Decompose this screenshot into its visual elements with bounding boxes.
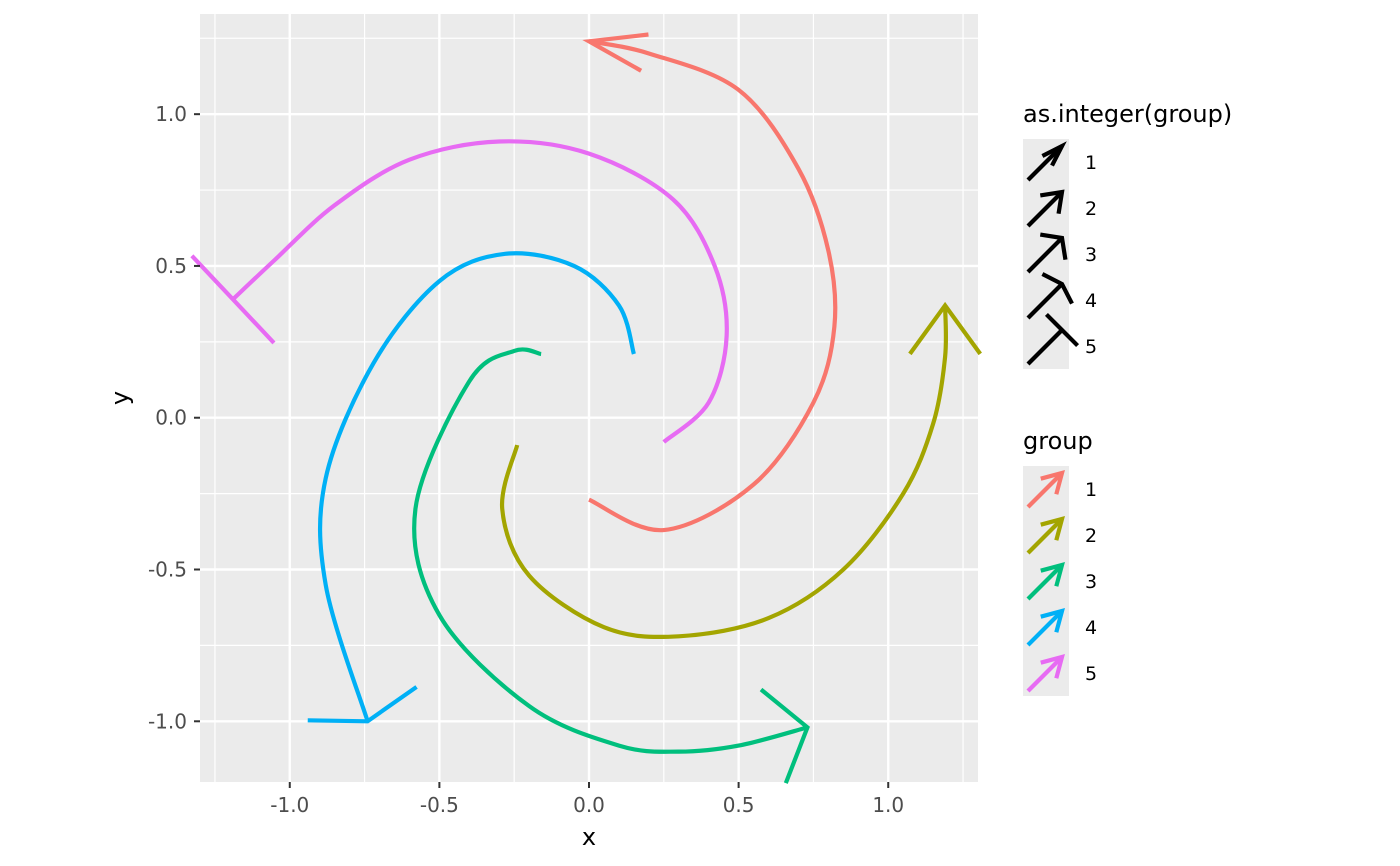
series-5-curve bbox=[231, 139, 729, 444]
legend-label: 2 bbox=[1085, 525, 1097, 547]
series-2-arrowhead bbox=[908, 301, 982, 356]
y-axis-title: y bbox=[106, 391, 134, 405]
legend-key-line bbox=[1026, 190, 1064, 228]
legend-label: 1 bbox=[1085, 152, 1097, 174]
legend-key-arrowhead bbox=[1041, 141, 1067, 167]
legend-entry-3: 3 bbox=[1026, 562, 1097, 601]
legend-key-line bbox=[1026, 609, 1064, 647]
y-tick-label: 0.5 bbox=[155, 254, 187, 278]
legend-key-arrowhead bbox=[1039, 189, 1065, 215]
legend-label: 5 bbox=[1085, 336, 1097, 358]
legend-key-arrowhead bbox=[1040, 516, 1065, 541]
series-5-arrowhead bbox=[190, 254, 276, 345]
x-axis: -1.0 -0.5 0.0 0.5 1.0 bbox=[270, 782, 904, 817]
legend-label: 3 bbox=[1085, 244, 1097, 266]
legend-key-arrowhead bbox=[1040, 470, 1065, 495]
series-3 bbox=[412, 347, 810, 784]
legend-key-line bbox=[1026, 517, 1064, 555]
legend-key-arrowhead bbox=[1040, 654, 1065, 679]
legend-key-line bbox=[1026, 144, 1064, 182]
legend-key-line bbox=[1026, 328, 1064, 366]
x-tick-label: 0.0 bbox=[573, 793, 605, 817]
legend-title: group bbox=[1023, 427, 1093, 455]
x-axis-title: x bbox=[582, 823, 596, 851]
legend-label: 4 bbox=[1085, 617, 1097, 639]
series-4-arrowhead bbox=[307, 685, 418, 724]
series-1-arrowhead bbox=[582, 32, 649, 73]
series-1 bbox=[582, 32, 838, 533]
y-tick-label: -1.0 bbox=[148, 709, 187, 733]
legend-entry-5: 5 bbox=[1026, 312, 1097, 366]
series-4-curve bbox=[317, 251, 636, 722]
legend-key-line bbox=[1026, 282, 1064, 320]
series-3-curve bbox=[412, 347, 808, 754]
legend-entry-5: 5 bbox=[1026, 654, 1097, 693]
legend-entry-4: 4 bbox=[1026, 608, 1097, 647]
legend-key-arrowhead bbox=[1040, 562, 1065, 587]
legend-1: as.integer(group) 1 2 3 4 5 bbox=[1023, 100, 1232, 369]
legend-2: group 1 2 3 4 5 bbox=[1023, 427, 1097, 696]
legend-key-arrowhead bbox=[1039, 232, 1068, 261]
legends: as.integer(group) 1 2 3 4 5 group 1 2 3 4 5 bbox=[1023, 100, 1232, 696]
legend-key-line bbox=[1026, 563, 1064, 601]
series-4 bbox=[307, 251, 636, 724]
x-tick-label: -1.0 bbox=[270, 793, 309, 817]
legend-label: 4 bbox=[1085, 290, 1097, 312]
legend-entry-4: 4 bbox=[1026, 272, 1097, 320]
major-gridlines bbox=[200, 14, 978, 782]
legend-entry-1: 1 bbox=[1026, 470, 1097, 509]
series-2-curve bbox=[500, 305, 949, 640]
y-tick-label: -0.5 bbox=[148, 558, 187, 582]
series-1-curve bbox=[588, 39, 838, 533]
legend-entry-2: 2 bbox=[1026, 189, 1097, 228]
series-5 bbox=[190, 139, 729, 444]
legend-label: 5 bbox=[1085, 663, 1097, 685]
legend-key-arrowhead bbox=[1044, 312, 1080, 348]
legend-key-line bbox=[1026, 471, 1064, 509]
y-tick-label: 1.0 bbox=[155, 102, 187, 126]
legend-label: 2 bbox=[1085, 198, 1097, 220]
legend-entry-2: 2 bbox=[1026, 516, 1097, 555]
legend-entry-3: 3 bbox=[1026, 232, 1097, 274]
legend-key-arrowhead bbox=[1041, 272, 1074, 305]
legend-entry-1: 1 bbox=[1026, 141, 1097, 182]
x-tick-label: -0.5 bbox=[420, 793, 459, 817]
legend-key-arrowhead bbox=[1040, 608, 1065, 633]
legend-label: 1 bbox=[1085, 479, 1097, 501]
series-3-arrowhead bbox=[759, 687, 810, 784]
x-tick-label: 1.0 bbox=[872, 793, 904, 817]
legend-key-line bbox=[1026, 655, 1064, 693]
series-layer bbox=[190, 32, 982, 784]
series-2 bbox=[500, 301, 982, 640]
y-tick-label: 0.0 bbox=[155, 406, 187, 430]
y-axis: -1.0 -0.5 0.0 0.5 1.0 bbox=[148, 102, 200, 733]
legend-label: 3 bbox=[1085, 571, 1097, 593]
legend-key-line bbox=[1026, 236, 1064, 274]
legend-title: as.integer(group) bbox=[1023, 100, 1232, 128]
x-tick-label: 0.5 bbox=[723, 793, 755, 817]
